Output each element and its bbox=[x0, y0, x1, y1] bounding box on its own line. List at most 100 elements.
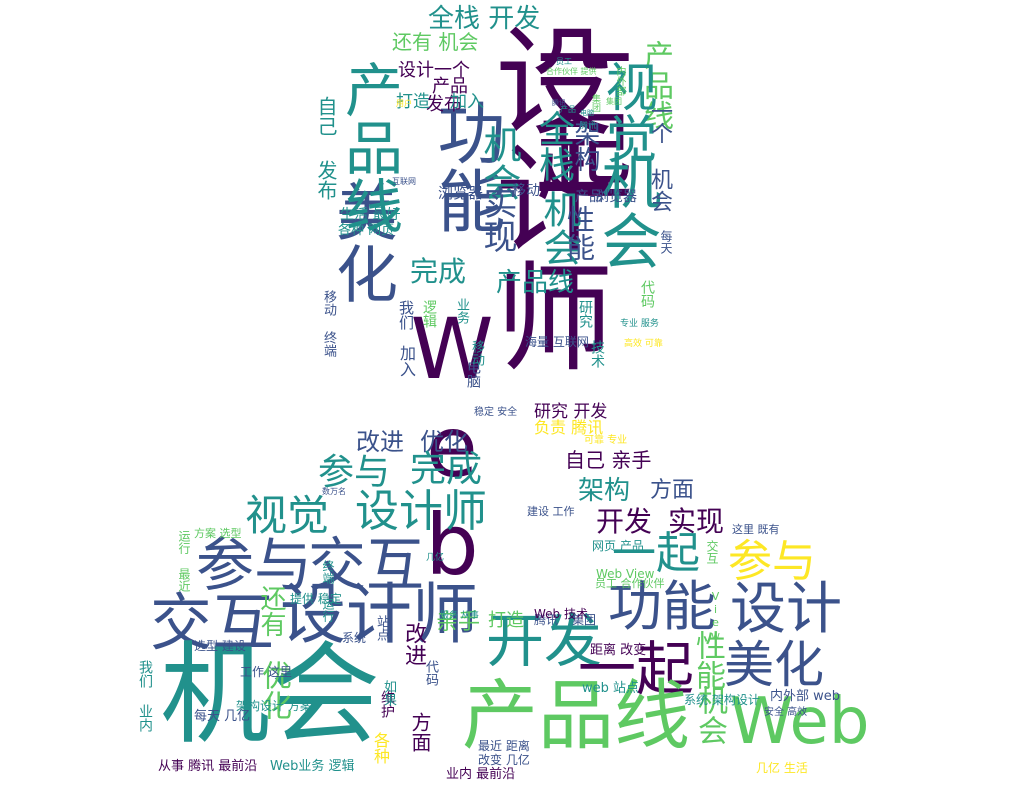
cloud-word: 腾讯 bbox=[534, 613, 559, 627]
cloud-word: 优化 bbox=[420, 428, 468, 456]
cloud-word: 稳定 安全 bbox=[474, 407, 518, 418]
cloud-word: 改变 几亿 bbox=[478, 753, 530, 767]
cloud-word: 电脑 bbox=[465, 360, 481, 388]
cloud-word: 发布 bbox=[314, 160, 338, 200]
cloud-word: 互联网 bbox=[392, 177, 416, 186]
cloud-word: 设计 bbox=[730, 577, 842, 642]
cloud-word: 产品 bbox=[560, 105, 576, 114]
cloud-word: 机会 bbox=[477, 125, 521, 201]
cloud-word: 亲手 bbox=[436, 610, 481, 635]
cloud-word: 员工 bbox=[556, 57, 572, 66]
cloud-word: 发布 bbox=[426, 94, 462, 115]
cloud-word: 全栈 开发 bbox=[428, 4, 541, 34]
cloud-word: 可靠 专业 bbox=[584, 435, 628, 446]
cloud-word: 几亿 bbox=[426, 553, 445, 563]
cloud-word: 工作 这里 bbox=[240, 665, 292, 679]
cloud-word: 内外部 bbox=[614, 66, 625, 96]
cloud-word: 机会 bbox=[160, 631, 380, 759]
cloud-word: 数万名 bbox=[322, 487, 346, 496]
cloud-word: 完成 bbox=[410, 449, 483, 490]
cloud-word: 移动 bbox=[469, 340, 484, 366]
cloud-word: 美化 bbox=[325, 180, 398, 304]
cloud-word: Web业务 逻辑 bbox=[270, 759, 355, 774]
cloud-word: 交互 bbox=[150, 586, 275, 659]
cloud-word: 一起 bbox=[520, 10, 632, 202]
cloud-word: 架构 bbox=[578, 476, 631, 506]
cloud-word: 内外部 web bbox=[770, 689, 841, 704]
cloud-word: 维护 bbox=[379, 690, 395, 718]
cloud-word: 设计一个 bbox=[398, 60, 470, 81]
cloud-word: 机会 bbox=[591, 150, 661, 270]
cloud-word: 距离 改变 bbox=[590, 643, 647, 658]
cloud-word: 产品线 bbox=[496, 268, 575, 298]
cloud-word: 实现 bbox=[477, 185, 517, 253]
cloud-word: 性能 bbox=[563, 205, 596, 261]
cloud-word: Web 技术 bbox=[534, 607, 588, 621]
cloud-word: 各种 网页 bbox=[338, 223, 395, 238]
cloud-word: 开发 bbox=[486, 607, 603, 675]
cloud-word: 交互 bbox=[308, 531, 425, 599]
cloud-word: 每天 几亿 bbox=[194, 709, 251, 724]
cloud-word: 还有 bbox=[256, 585, 286, 637]
cloud-word: 性能 bbox=[690, 630, 725, 690]
cloud-word: 逻辑 bbox=[421, 300, 437, 328]
cloud-word: 海量 互联网 bbox=[525, 335, 589, 349]
cloud-word: 如果 bbox=[381, 680, 396, 706]
cloud-word: 腾讯 bbox=[580, 121, 596, 130]
cloud-word: web 站点 bbox=[582, 681, 640, 696]
cloud-word: 设计师 bbox=[280, 576, 478, 653]
cloud-word: 实现 bbox=[668, 505, 725, 538]
cloud-word: 电脑 bbox=[580, 109, 594, 117]
cloud-word: 员工 合作伙伴 bbox=[595, 577, 665, 590]
cloud-word: 视觉 bbox=[245, 491, 330, 540]
cloud-word: 服务 从事 bbox=[440, 611, 479, 621]
cloud-word: 参与 bbox=[196, 531, 313, 599]
cloud-word: 浏览器 bbox=[438, 184, 484, 202]
cloud-word: 一个 bbox=[647, 100, 672, 144]
cloud-word: 腾讯 bbox=[552, 99, 566, 107]
cloud-word: 从事 腾讯 最前沿 bbox=[158, 759, 258, 774]
cloud-word: 产品 bbox=[575, 189, 603, 205]
cloud-word: 用户 bbox=[396, 99, 412, 108]
cloud-word: 集团 bbox=[572, 613, 597, 627]
cloud-word: 产品线 bbox=[462, 671, 690, 760]
cloud-word: 设计师 bbox=[355, 486, 487, 537]
cloud-word: 机会 bbox=[537, 190, 581, 266]
cloud-word: 技术 bbox=[589, 340, 605, 368]
cloud-word: 改进 bbox=[401, 622, 426, 666]
cloud-word: 每天 bbox=[659, 230, 673, 254]
cloud-word: Web View bbox=[596, 567, 655, 581]
cloud-word: 加入 bbox=[450, 92, 484, 112]
cloud-word: 这里 既有 bbox=[732, 523, 780, 536]
cloud-word: 方面 bbox=[650, 478, 695, 503]
cloud-word: 移动 bbox=[512, 183, 540, 199]
cloud-word: 研究 开发 bbox=[534, 402, 608, 422]
cloud-word: 加入 bbox=[397, 345, 416, 377]
cloud-word: View bbox=[709, 590, 722, 642]
cloud-word: 提供 稳定 bbox=[290, 592, 342, 606]
cloud-word: 打造 bbox=[396, 92, 430, 112]
cloud-word: 产品线 bbox=[638, 40, 673, 130]
cloud-word: 架构设计 方案 bbox=[236, 699, 312, 713]
cloud-word: 系统 bbox=[342, 631, 367, 645]
cloud-word: 方案 选型 bbox=[194, 527, 242, 540]
cloud-word: 系统 架构设计 bbox=[684, 693, 760, 707]
cloud-word: 设计师 bbox=[475, 20, 613, 374]
cloud-word: 还有 机会 bbox=[392, 30, 479, 54]
cloud-word: Web bbox=[403, 300, 501, 594]
cloud-word: 建设 工作 bbox=[527, 505, 575, 518]
cloud-word: 网页 产品 bbox=[592, 539, 644, 553]
cloud-word: 业务 bbox=[454, 298, 469, 324]
cloud-word: 一起 bbox=[612, 528, 700, 579]
cloud-word: 终端 运行 bbox=[321, 560, 335, 622]
cloud-word: 自己 亲手 bbox=[565, 448, 652, 472]
cloud-word: Web bbox=[730, 685, 870, 759]
cloud-word: 机会 bbox=[647, 168, 672, 212]
cloud-word: 几亿 生活 bbox=[756, 761, 808, 775]
cloud-word: 高效 可靠 bbox=[624, 339, 663, 349]
cloud-word: 我们 业内 bbox=[137, 660, 153, 732]
cloud-word: 打造 bbox=[488, 610, 524, 631]
cloud-word: 一起 bbox=[578, 635, 695, 703]
cloud-word: 方面 bbox=[408, 712, 432, 752]
